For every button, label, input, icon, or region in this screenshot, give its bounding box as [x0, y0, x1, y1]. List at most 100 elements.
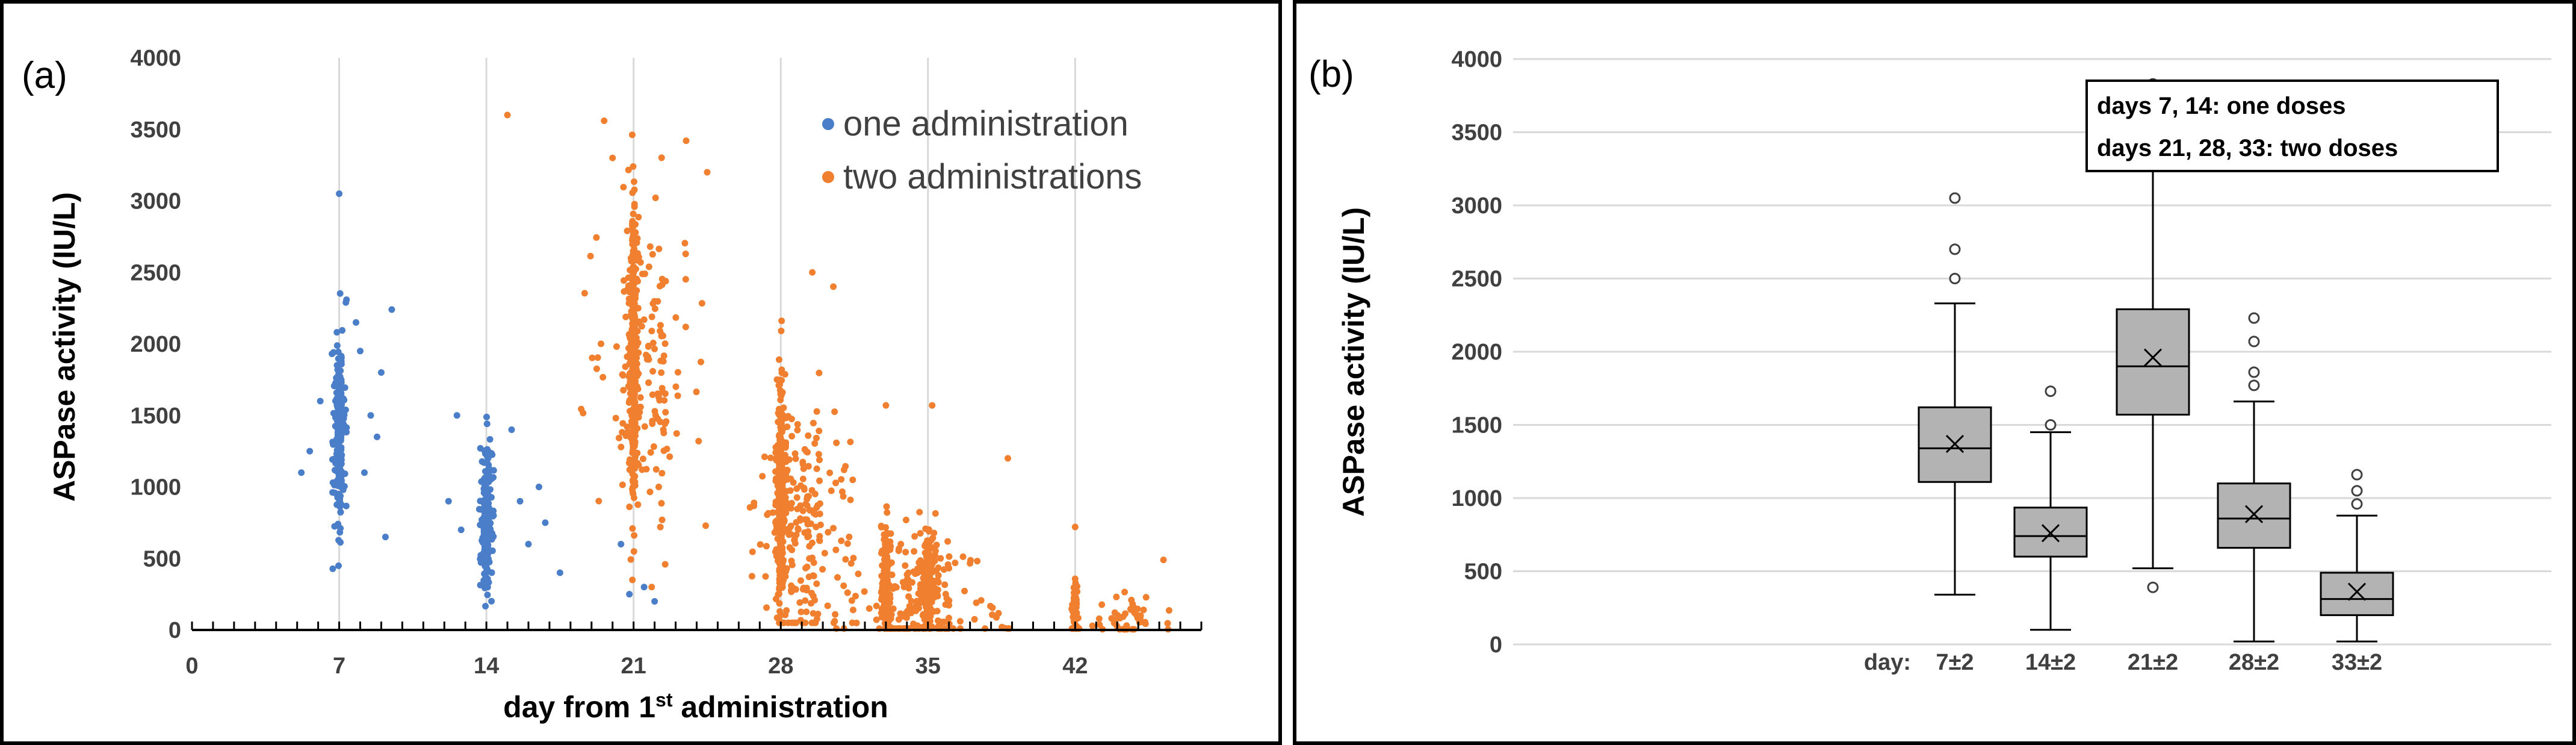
- data-point: [897, 540, 905, 547]
- data-point: [643, 466, 650, 473]
- data-point: [850, 555, 857, 562]
- data-point: [298, 469, 305, 476]
- data-point: [674, 369, 681, 376]
- data-point: [776, 376, 784, 384]
- data-point: [1141, 619, 1148, 626]
- data-point: [373, 433, 380, 440]
- data-point: [878, 588, 885, 596]
- outlier-point: [2351, 498, 2363, 510]
- data-point: [556, 569, 563, 576]
- data-point: [912, 602, 920, 609]
- data-point: [484, 591, 491, 599]
- y-tick-label: 2000: [130, 332, 181, 357]
- data-point: [336, 190, 343, 198]
- data-point: [773, 614, 781, 622]
- data-point: [751, 502, 758, 510]
- data-point: [805, 532, 813, 540]
- data-point: [811, 440, 819, 447]
- data-point: [535, 484, 542, 490]
- y-axis-label-b: ASPase activity (IU/L): [1337, 207, 1370, 517]
- data-point: [652, 412, 659, 419]
- data-point: [838, 476, 845, 483]
- data-point: [952, 560, 959, 567]
- data-point: [811, 597, 819, 604]
- data-point: [883, 503, 890, 510]
- data-point: [778, 467, 785, 474]
- data-point: [796, 599, 803, 606]
- data-point: [813, 408, 820, 415]
- data-point: [961, 587, 968, 594]
- data-point: [797, 608, 805, 616]
- x-category-label: 28±2: [2229, 650, 2279, 675]
- data-point: [1133, 611, 1140, 619]
- annotation-line-2: days 21, 28, 33: two doses: [2097, 135, 2398, 161]
- data-point: [1005, 455, 1012, 462]
- data-point: [816, 510, 823, 517]
- data-point: [941, 581, 949, 588]
- data-point: [388, 306, 395, 313]
- data-point: [1071, 593, 1078, 600]
- data-point: [782, 611, 789, 619]
- data-point: [816, 500, 823, 507]
- outlier-point: [2248, 379, 2260, 391]
- data-point: [767, 454, 774, 461]
- data-point: [879, 578, 887, 585]
- data-point: [335, 562, 342, 569]
- data-point: [482, 602, 489, 609]
- data-point: [593, 234, 600, 241]
- data-point: [339, 327, 346, 334]
- data-point: [483, 459, 491, 466]
- data-point: [777, 531, 784, 538]
- data-point: [909, 623, 917, 631]
- outlier-point: [2147, 581, 2159, 593]
- data-point: [920, 592, 927, 599]
- data-point: [832, 479, 840, 487]
- data-point: [619, 429, 626, 436]
- data-point: [340, 395, 347, 402]
- data-point: [906, 604, 914, 611]
- data-point: [805, 432, 812, 439]
- data-point: [361, 469, 368, 476]
- data-point: [813, 434, 820, 441]
- x-tick-label: 42: [1062, 653, 1088, 679]
- data-point: [649, 417, 656, 425]
- box-body: [2217, 482, 2291, 549]
- data-point: [884, 538, 891, 545]
- data-point: [630, 240, 637, 247]
- data-point: [627, 385, 634, 392]
- data-point: [816, 457, 823, 464]
- data-point: [797, 577, 805, 584]
- x-tick-label: 0: [185, 653, 198, 679]
- data-point: [580, 410, 587, 417]
- data-point: [791, 450, 799, 457]
- data-point: [657, 322, 664, 329]
- data-point: [636, 320, 643, 327]
- outlier-point: [1949, 192, 1961, 204]
- data-point: [620, 277, 627, 284]
- data-point: [336, 492, 343, 499]
- data-point: [816, 427, 823, 434]
- data-point: [682, 276, 689, 283]
- mean-marker: [2143, 348, 2163, 367]
- boxplot-panel: 0 500 1000 1500 2000 2500 3000 3500 4000 7±2 14±2 2…: [1293, 0, 2576, 745]
- x-axis-label-a-sup: st: [655, 689, 673, 711]
- data-point: [643, 355, 651, 363]
- data-point: [782, 499, 790, 507]
- data-point: [920, 611, 927, 618]
- data-point: [781, 489, 788, 496]
- data-point: [1110, 619, 1118, 626]
- data-point: [627, 434, 634, 441]
- mean-marker: [2244, 505, 2264, 523]
- data-point: [921, 616, 928, 623]
- data-point: [776, 608, 784, 615]
- data-point: [628, 390, 636, 397]
- data-point: [882, 524, 890, 531]
- data-point: [879, 547, 886, 555]
- data-point: [626, 466, 633, 473]
- data-point: [927, 537, 935, 544]
- data-point: [902, 516, 909, 523]
- data-point: [626, 503, 633, 511]
- data-point: [488, 450, 495, 457]
- data-point: [882, 572, 890, 579]
- data-point: [658, 385, 666, 392]
